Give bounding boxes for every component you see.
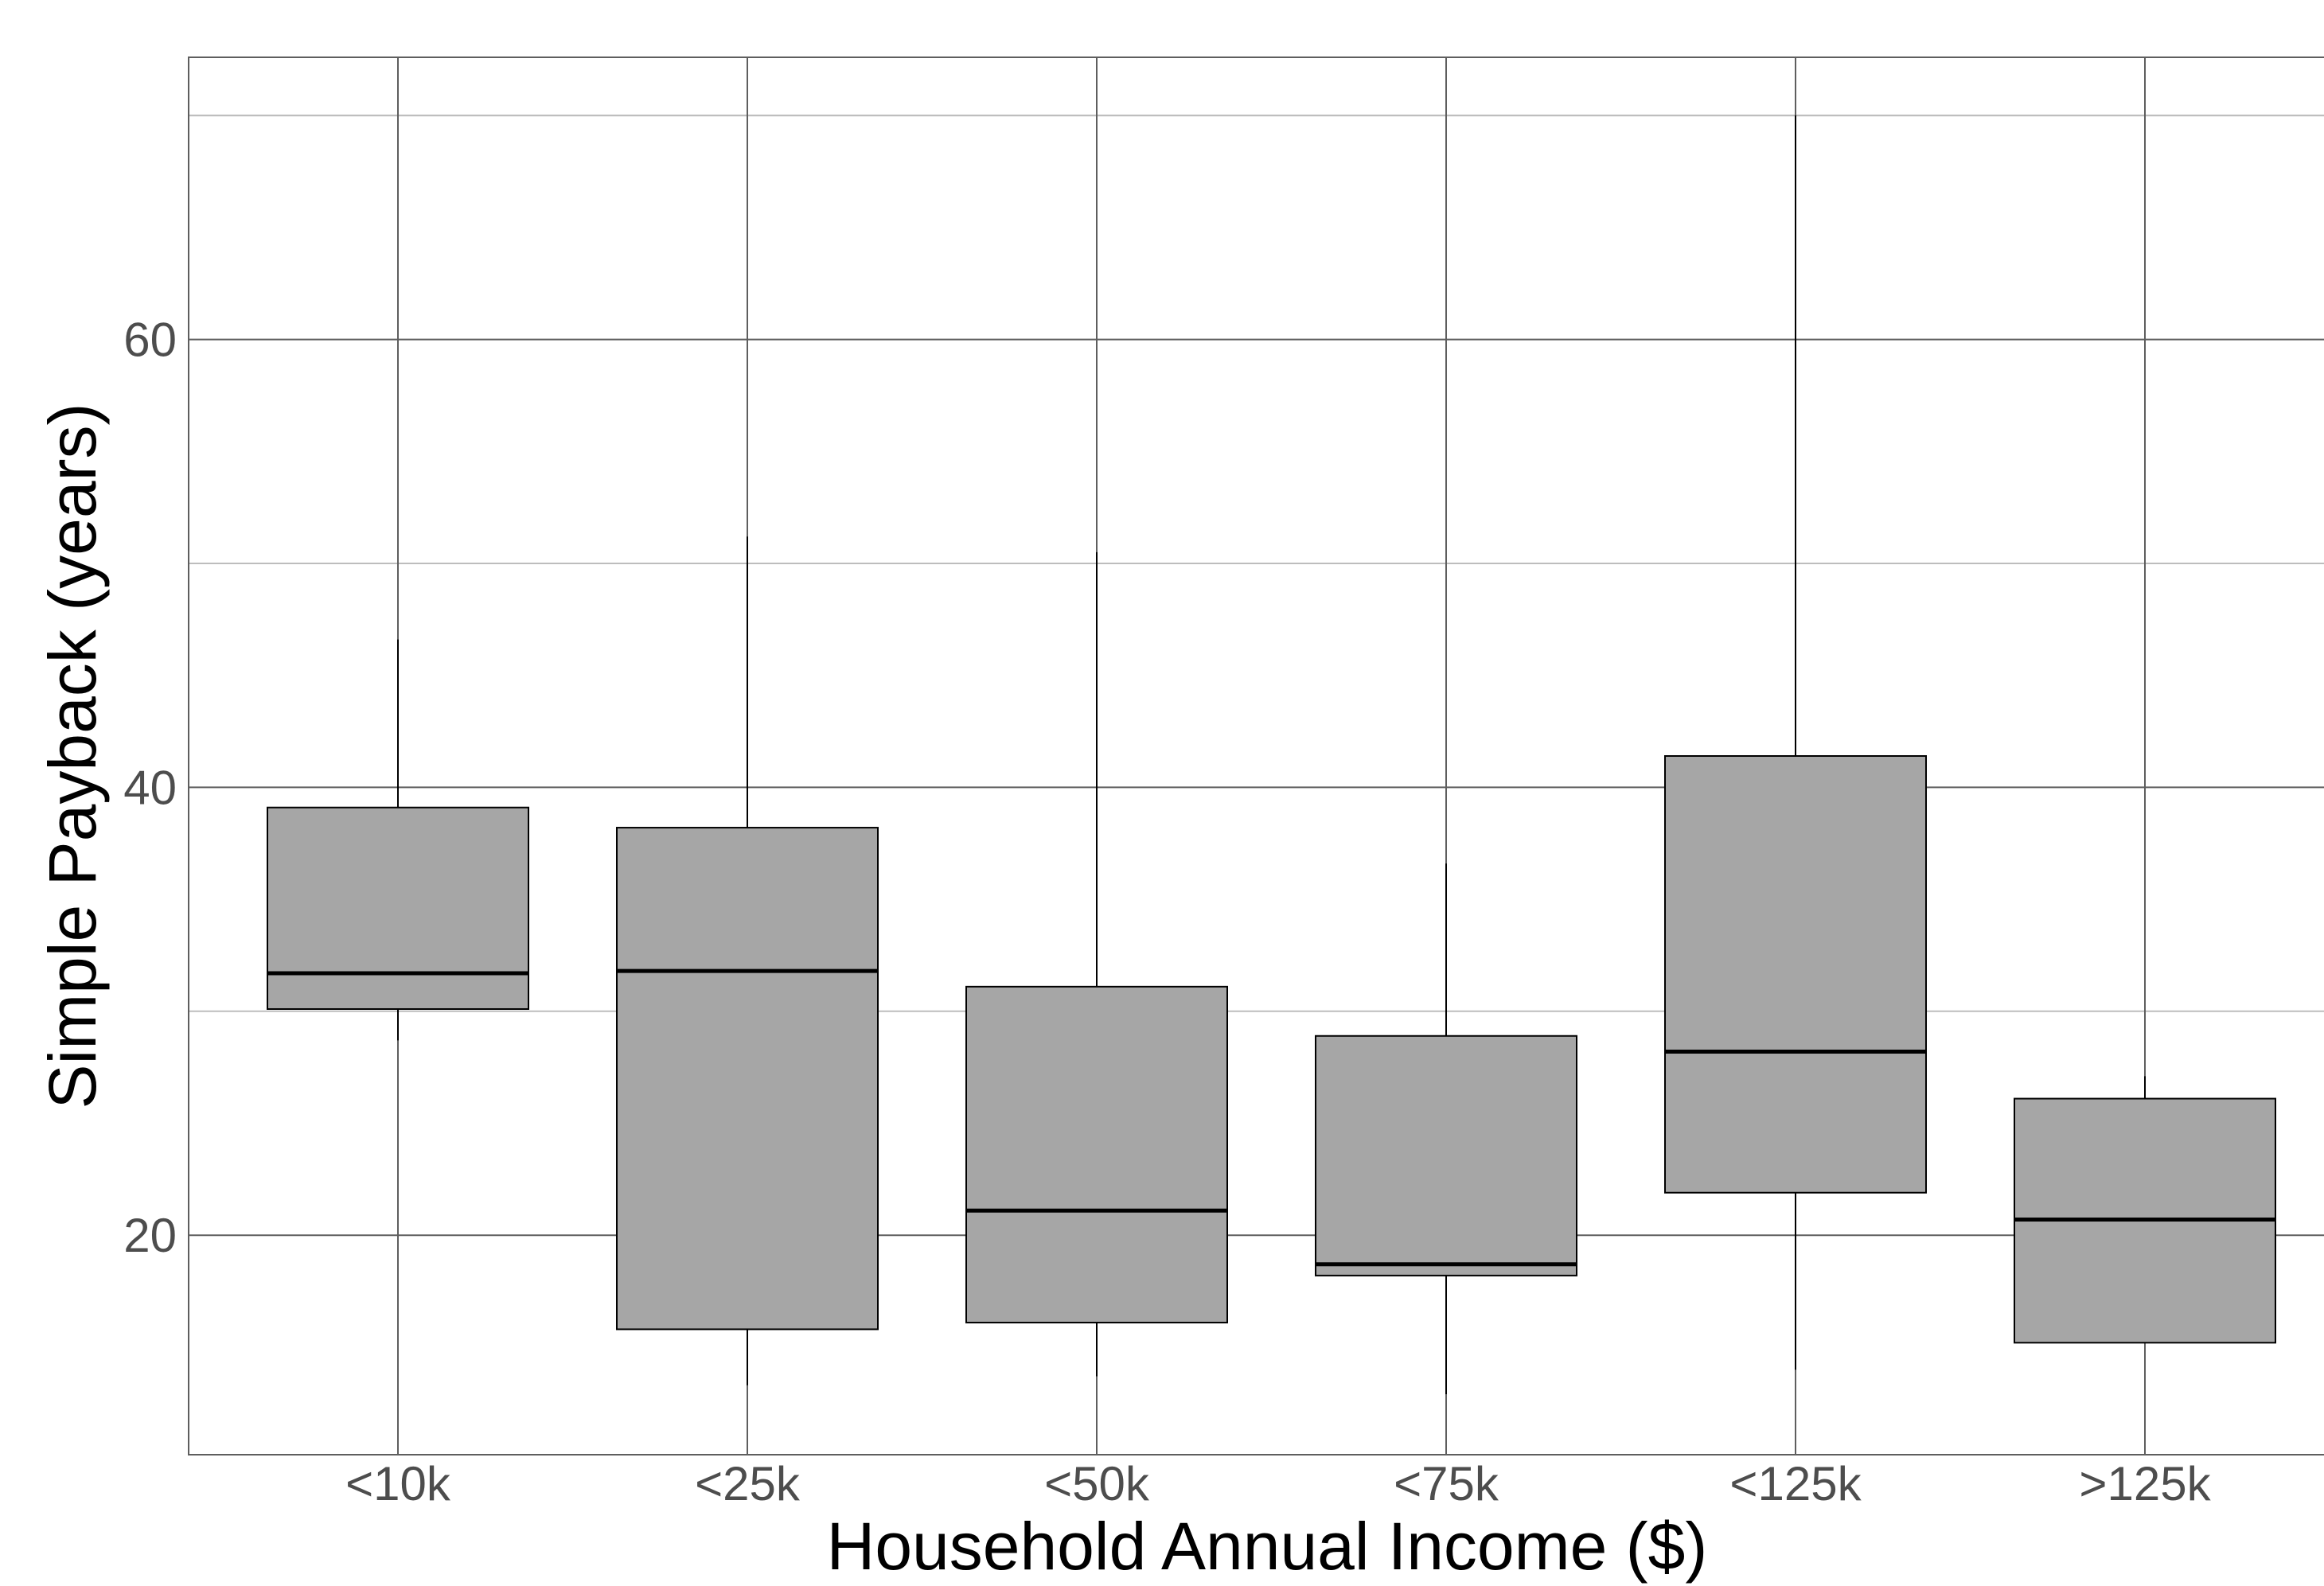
box-1 xyxy=(267,639,529,1041)
box-iqr xyxy=(616,827,879,1331)
box-3 xyxy=(965,551,1228,1377)
box-2 xyxy=(616,536,879,1385)
box-iqr xyxy=(1315,1035,1577,1276)
panel-border xyxy=(188,57,2324,1455)
box-iqr xyxy=(267,806,529,1010)
y-tick-label: 60 xyxy=(123,314,177,367)
boxes xyxy=(267,115,2276,1395)
box-5 xyxy=(1664,115,1927,1370)
y-tick-label: 40 xyxy=(123,761,177,814)
box-iqr xyxy=(965,985,1228,1323)
box-6 xyxy=(2014,1076,2276,1344)
x-tick-label: >125k xyxy=(2079,1457,2211,1510)
x-axis-title: Household Annual Income ($) xyxy=(827,1509,1708,1584)
box-iqr xyxy=(1664,755,1927,1194)
x-tick-label: <125k xyxy=(1729,1457,1862,1510)
x-tick-label: <75k xyxy=(1394,1457,1499,1510)
y-tick-label: 20 xyxy=(123,1209,177,1262)
box-4 xyxy=(1315,863,1577,1395)
x-tick-label: <50k xyxy=(1044,1457,1150,1510)
y-tick-labels: 20 40 60 xyxy=(123,314,177,1263)
x-tick-labels: <10k <25k <50k <75k <125k >125k xyxy=(345,1457,2211,1510)
y-axis-title: Simple Payback (years) xyxy=(35,403,110,1109)
x-tick-label: <25k xyxy=(695,1457,801,1510)
x-tick-label: <10k xyxy=(345,1457,451,1510)
